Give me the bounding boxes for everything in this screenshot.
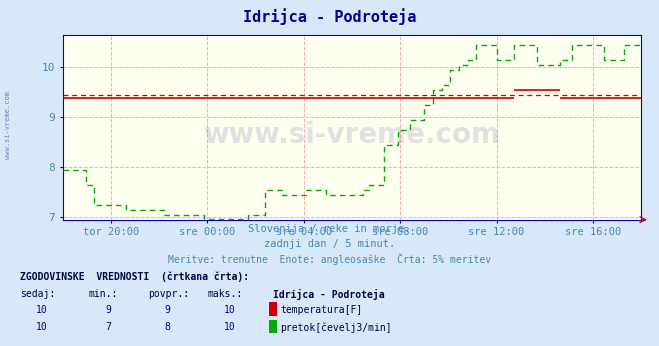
Text: maks.:: maks.: xyxy=(208,289,243,299)
Text: 10: 10 xyxy=(36,322,48,333)
Text: Idrijca - Podroteja: Idrijca - Podroteja xyxy=(273,289,385,300)
Text: pretok[čevelj3/min]: pretok[čevelj3/min] xyxy=(280,322,391,333)
Text: ZGODOVINSKE  VREDNOSTI  (črtkana črta):: ZGODOVINSKE VREDNOSTI (črtkana črta): xyxy=(20,272,249,282)
Text: www.si-vreme.com: www.si-vreme.com xyxy=(5,91,11,158)
Text: Idrijca - Podroteja: Idrijca - Podroteja xyxy=(243,9,416,26)
Text: sedaj:: sedaj: xyxy=(20,289,55,299)
Text: Slovenija / reke in morje.: Slovenija / reke in morje. xyxy=(248,224,411,234)
Text: 10: 10 xyxy=(36,305,48,315)
Text: zadnji dan / 5 minut.: zadnji dan / 5 minut. xyxy=(264,239,395,249)
Text: 9: 9 xyxy=(105,305,111,315)
Text: Meritve: trenutne  Enote: angleosaške  Črta: 5% meritev: Meritve: trenutne Enote: angleosaške Črt… xyxy=(168,253,491,265)
Text: 10: 10 xyxy=(224,322,236,333)
Text: temperatura[F]: temperatura[F] xyxy=(280,305,362,315)
Text: 10: 10 xyxy=(224,305,236,315)
Text: 7: 7 xyxy=(105,322,111,333)
Text: 9: 9 xyxy=(165,305,171,315)
Text: min.:: min.: xyxy=(89,289,119,299)
Text: povpr.:: povpr.: xyxy=(148,289,189,299)
Text: www.si-vreme.com: www.si-vreme.com xyxy=(204,120,500,148)
Text: 8: 8 xyxy=(165,322,171,333)
